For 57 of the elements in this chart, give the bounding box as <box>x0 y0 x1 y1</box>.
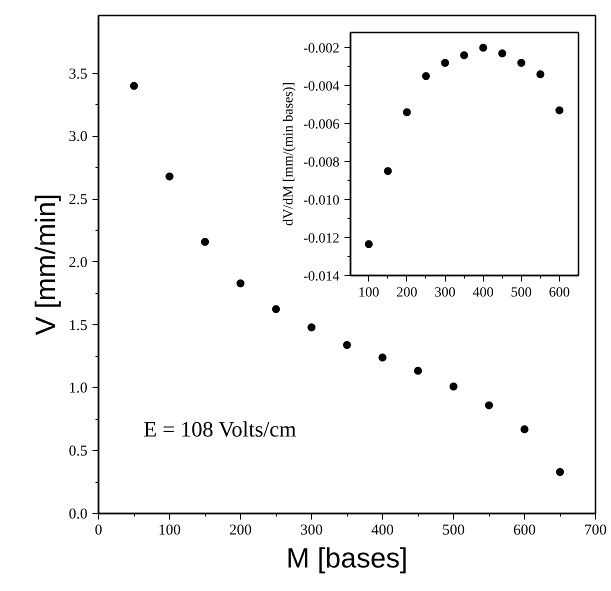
y-tick-label: -0.002 <box>303 42 340 57</box>
y-tick-label: 1.0 <box>68 380 88 397</box>
y-tick-label: 0.5 <box>68 444 88 460</box>
point <box>236 279 244 288</box>
point <box>555 106 564 114</box>
point <box>402 108 411 116</box>
point <box>485 401 493 410</box>
y-tick-label: -0.008 <box>303 156 340 171</box>
y-tick-label: 1.5 <box>68 318 88 334</box>
y-tick-label: -0.014 <box>303 270 340 284</box>
point <box>308 323 316 332</box>
x-tick-label: 700 <box>584 522 607 538</box>
point <box>272 305 280 314</box>
x-tick-label: 100 <box>358 286 380 300</box>
x-axis-title: M [bases] <box>286 542 408 574</box>
point <box>460 51 468 60</box>
y-tick-label: 2.5 <box>68 192 88 208</box>
point <box>166 172 174 180</box>
x-tick-label: 600 <box>548 286 570 300</box>
point <box>498 49 506 58</box>
point <box>384 167 392 176</box>
point <box>414 366 422 375</box>
x-tick-label: 400 <box>472 286 494 300</box>
y-tick-label: 3.0 <box>68 129 88 146</box>
x-tick-label: 300 <box>434 286 456 300</box>
x-tick-label: 300 <box>300 522 323 538</box>
point <box>364 240 373 248</box>
x-tick-label: 500 <box>510 286 532 300</box>
point <box>556 468 564 476</box>
annotation: E = 108 Volts/cm <box>144 416 296 442</box>
y-tick-label: 0.0 <box>68 506 88 522</box>
y-tick-label: -0.012 <box>303 232 340 247</box>
point <box>378 354 386 362</box>
y-tick-label: 3.5 <box>68 66 88 82</box>
x-tick-label: 0 <box>94 522 102 538</box>
x-tick-label: 100 <box>158 522 181 538</box>
y-tick-label: -0.004 <box>303 80 340 95</box>
y-axis-title: dV/dM [mm/(min bases)] <box>281 82 296 226</box>
point <box>450 382 458 390</box>
x-tick-label: 600 <box>513 522 536 538</box>
point <box>536 70 544 78</box>
x-tick-label: 500 <box>442 522 465 538</box>
point <box>441 58 450 67</box>
point <box>130 82 138 90</box>
point <box>517 58 526 67</box>
point <box>479 44 488 52</box>
y-tick-label: -0.010 <box>303 194 340 209</box>
y-tick-label: -0.006 <box>303 118 340 133</box>
x-tick-label: 200 <box>229 522 252 538</box>
y-tick-label: 2.0 <box>68 254 88 271</box>
x-tick-label: 400 <box>371 522 394 538</box>
point <box>201 238 209 246</box>
point <box>422 72 430 80</box>
point <box>520 425 528 434</box>
point <box>343 340 351 349</box>
x-tick-label: 200 <box>396 286 418 300</box>
y-axis-title: V [mm/min] <box>30 194 61 336</box>
